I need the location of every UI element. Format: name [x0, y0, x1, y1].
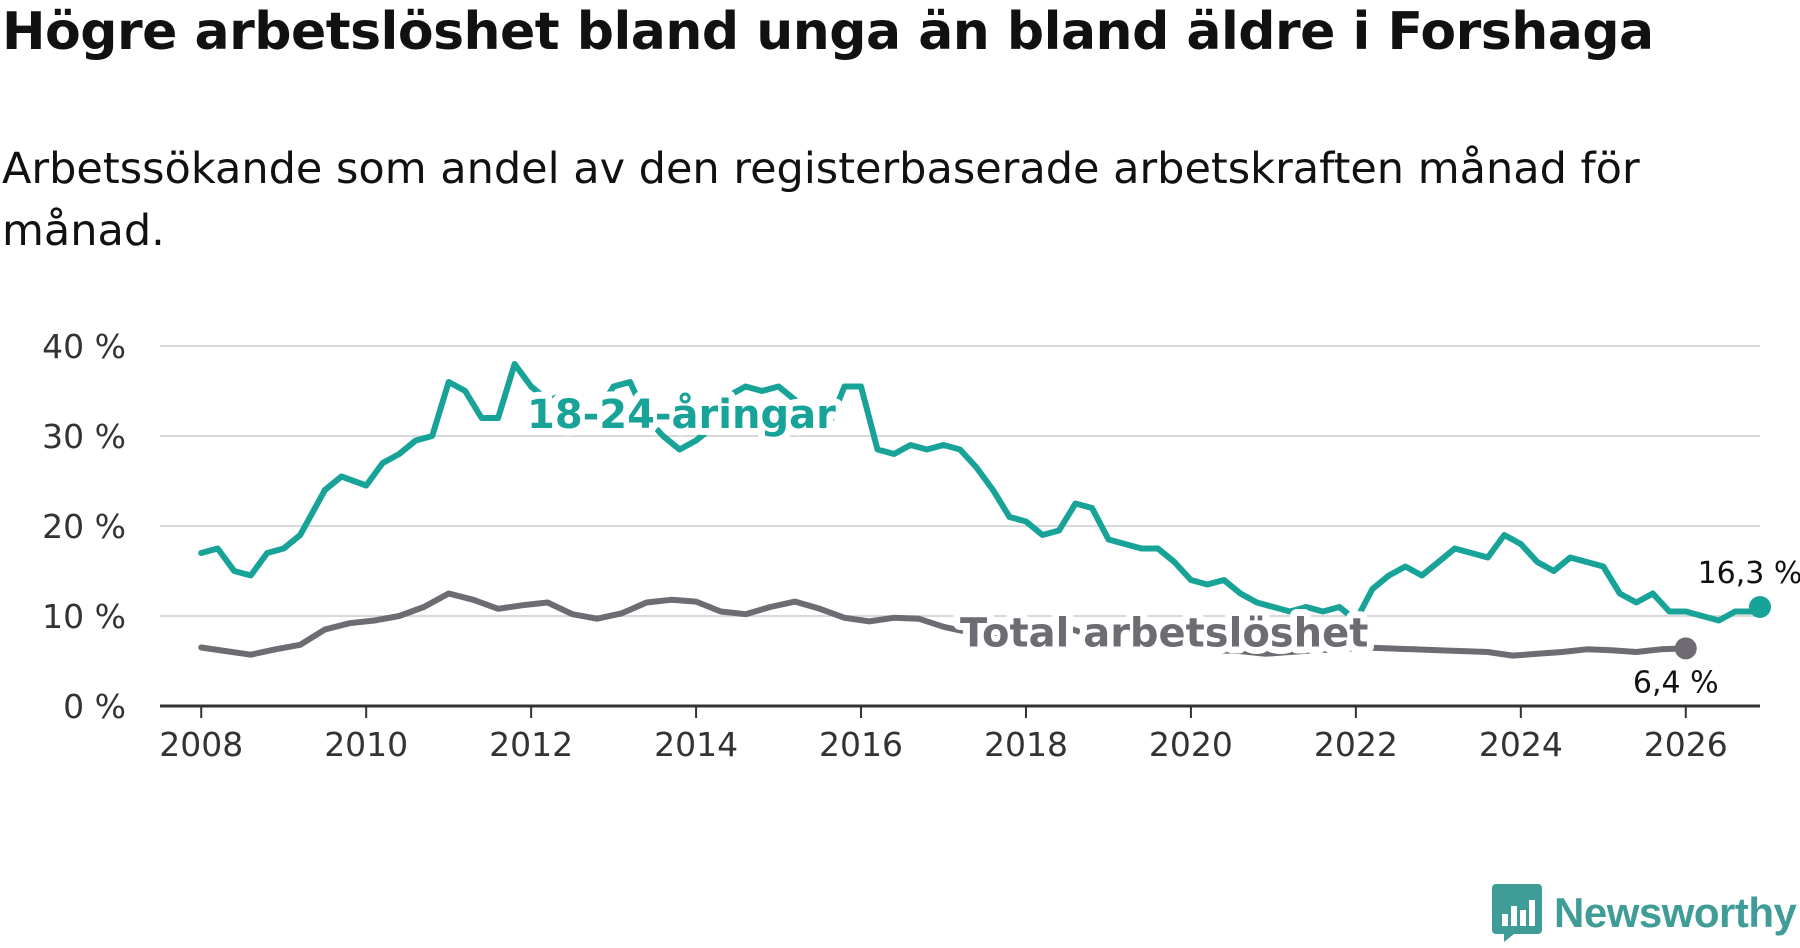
brand-name: Newsworthy	[1554, 889, 1797, 936]
x-tick-label: 2014	[654, 725, 738, 764]
x-tick-label: 2012	[489, 725, 573, 764]
x-tick-label: 2024	[1479, 725, 1563, 764]
end-point-18-24	[1749, 596, 1771, 618]
x-tick-label: 2020	[1149, 725, 1233, 764]
labels: 18-24-åringar Total arbetslöshet 16,3 % 6,4…	[520, 384, 1800, 701]
newsworthy-logo-icon	[1492, 884, 1542, 942]
y-tick-label: 20 %	[42, 507, 126, 546]
series-line-18-24	[198, 361, 1763, 624]
grid-lines	[160, 345, 1760, 617]
y-tick-label: 30 %	[42, 417, 126, 456]
logo-bar	[1502, 914, 1508, 926]
axes: 0 % 10 % 20 % 30 % 40 % 2008 2010 2012 2014 2016 2…	[42, 327, 1760, 764]
end-value-18-24: 16,3 %	[1698, 556, 1800, 591]
chart-title: Högre arbetslöshet bland unga än bland ä…	[2, 2, 1654, 62]
x-tick-label: 2016	[819, 725, 903, 764]
x-tick-label: 2026	[1644, 725, 1728, 764]
x-tick-label: 2008	[159, 725, 243, 764]
series-label-18-24: 18-24-åringar	[527, 391, 836, 438]
end-point-total	[1674, 637, 1697, 660]
series-line-total	[198, 590, 1689, 659]
y-tick-label: 0 %	[63, 687, 126, 726]
x-tick-label: 2022	[1314, 725, 1398, 764]
brand: Newsworthy	[1492, 884, 1797, 942]
logo-bar	[1520, 910, 1526, 926]
logo-bar	[1529, 900, 1535, 926]
logo-bar	[1511, 906, 1517, 926]
series-layer	[198, 361, 1771, 660]
line-chart: 0 % 10 % 20 % 30 % 40 % 2008 2010 2012 2014 2016 2…	[42, 327, 1800, 764]
y-tick-label: 10 %	[42, 597, 126, 636]
x-tick-label: 2010	[324, 725, 408, 764]
series-label-total: Total arbetslöshet	[960, 611, 1368, 657]
y-tick-label: 40 %	[42, 327, 126, 366]
x-tick-label: 2018	[984, 725, 1068, 764]
end-value-total: 6,4 %	[1633, 665, 1719, 700]
chart-subtitle: Arbetssökande som andel av den registerb…	[2, 144, 1640, 256]
